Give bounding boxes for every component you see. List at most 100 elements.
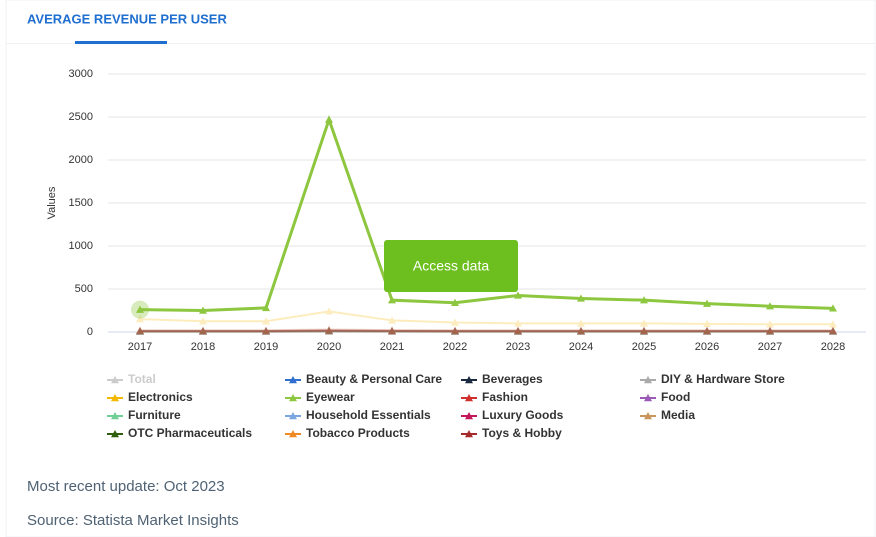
point-marker xyxy=(136,326,144,335)
legend-label[interactable]: Toys & Hobby xyxy=(482,426,562,440)
point-marker xyxy=(703,327,711,335)
point-marker xyxy=(136,305,144,313)
point-marker xyxy=(325,307,333,315)
point-marker xyxy=(640,327,648,335)
legend-label[interactable]: Media xyxy=(661,408,695,422)
point-marker xyxy=(829,327,837,335)
point-marker xyxy=(325,326,333,334)
button-label[interactable]: Access data xyxy=(413,258,489,274)
point-marker xyxy=(388,327,396,335)
point-marker xyxy=(451,327,459,335)
point-marker xyxy=(199,326,207,335)
point-marker xyxy=(703,327,711,335)
point-marker xyxy=(325,327,333,335)
point-marker xyxy=(514,327,522,335)
series xyxy=(136,307,837,328)
y-tick-label: 2500 xyxy=(69,111,93,123)
point-marker xyxy=(451,326,459,334)
legend-label[interactable]: Beauty & Personal Care xyxy=(306,372,442,386)
legend-label[interactable]: Fashion xyxy=(482,390,528,404)
point-marker xyxy=(262,327,270,335)
point-marker xyxy=(136,315,144,323)
series xyxy=(136,325,837,334)
point-marker xyxy=(199,327,207,335)
legend: Total Beauty & Personal Care Beverages DIY … xyxy=(107,372,785,440)
point-marker xyxy=(766,326,774,334)
point-marker xyxy=(829,327,837,335)
point-marker xyxy=(640,326,648,335)
x-tick-label: 2022 xyxy=(443,341,467,353)
series xyxy=(136,327,837,335)
legend-label[interactable]: Electronics xyxy=(128,390,193,404)
point-marker xyxy=(451,327,459,335)
point-marker xyxy=(514,291,522,299)
point-marker xyxy=(199,317,207,325)
legend-label[interactable]: DIY & Hardware Store xyxy=(661,372,785,386)
point-marker xyxy=(577,319,585,327)
point-marker xyxy=(766,327,774,335)
legend-label[interactable]: Eyewear xyxy=(306,390,355,404)
point-marker xyxy=(262,326,270,334)
series-line xyxy=(140,329,833,332)
point-marker xyxy=(136,327,144,335)
point-marker xyxy=(451,327,459,335)
legend-label[interactable]: Beverages xyxy=(482,372,543,386)
tab-label[interactable]: AVERAGE REVENUE PER USER xyxy=(27,11,227,26)
point-marker xyxy=(829,327,837,335)
point-marker xyxy=(325,326,333,334)
point-marker xyxy=(766,326,774,334)
button-bg[interactable] xyxy=(384,240,518,292)
point-marker xyxy=(388,327,396,335)
legend-label[interactable]: Furniture xyxy=(128,408,181,422)
legend-label[interactable]: Food xyxy=(661,390,690,404)
point-marker xyxy=(514,327,522,335)
point-marker xyxy=(829,326,837,334)
access-button[interactable]: Access data xyxy=(384,240,518,292)
legend-label[interactable]: Luxury Goods xyxy=(482,408,564,422)
legend-marker xyxy=(289,376,297,384)
point-marker xyxy=(577,327,585,335)
legend-label[interactable]: Household Essentials xyxy=(306,408,431,422)
point-marker xyxy=(451,327,459,335)
x-tick-label: 2021 xyxy=(380,341,404,353)
point-marker xyxy=(703,327,711,335)
point-marker xyxy=(451,327,459,335)
point-marker xyxy=(388,326,396,335)
legend-label[interactable]: Tobacco Products xyxy=(306,426,410,440)
point-marker xyxy=(766,327,774,335)
point-marker xyxy=(766,327,774,335)
point-marker xyxy=(199,327,207,335)
point-marker xyxy=(703,327,711,335)
legend-marker xyxy=(111,376,119,384)
point-marker xyxy=(136,327,144,335)
legend-marker xyxy=(644,394,652,402)
point-marker xyxy=(640,327,648,335)
point-marker xyxy=(136,327,144,335)
point-marker xyxy=(325,115,333,123)
point-marker xyxy=(640,327,648,335)
point-marker xyxy=(388,326,396,334)
point-marker xyxy=(766,302,774,310)
point-marker xyxy=(640,327,648,335)
x-tick-label: 2024 xyxy=(569,341,593,353)
point-marker xyxy=(829,327,837,335)
point-marker xyxy=(262,327,270,335)
point-marker xyxy=(325,327,333,335)
point-marker xyxy=(199,306,207,314)
point-marker xyxy=(325,327,333,335)
point-marker xyxy=(388,327,396,335)
point-marker xyxy=(199,326,207,334)
legend-label[interactable]: OTC Pharmaceuticals xyxy=(128,426,252,440)
point-marker xyxy=(262,317,270,325)
series xyxy=(136,327,837,335)
point-marker xyxy=(199,327,207,335)
legend-label[interactable]: Total xyxy=(128,372,156,386)
x-tick-label: 2028 xyxy=(821,341,845,353)
series-line xyxy=(140,329,833,332)
point-marker xyxy=(262,327,270,335)
point-marker xyxy=(262,327,270,335)
point-marker xyxy=(451,327,459,335)
series xyxy=(136,326,837,335)
legend-marker xyxy=(289,430,297,438)
point-marker xyxy=(325,326,333,334)
